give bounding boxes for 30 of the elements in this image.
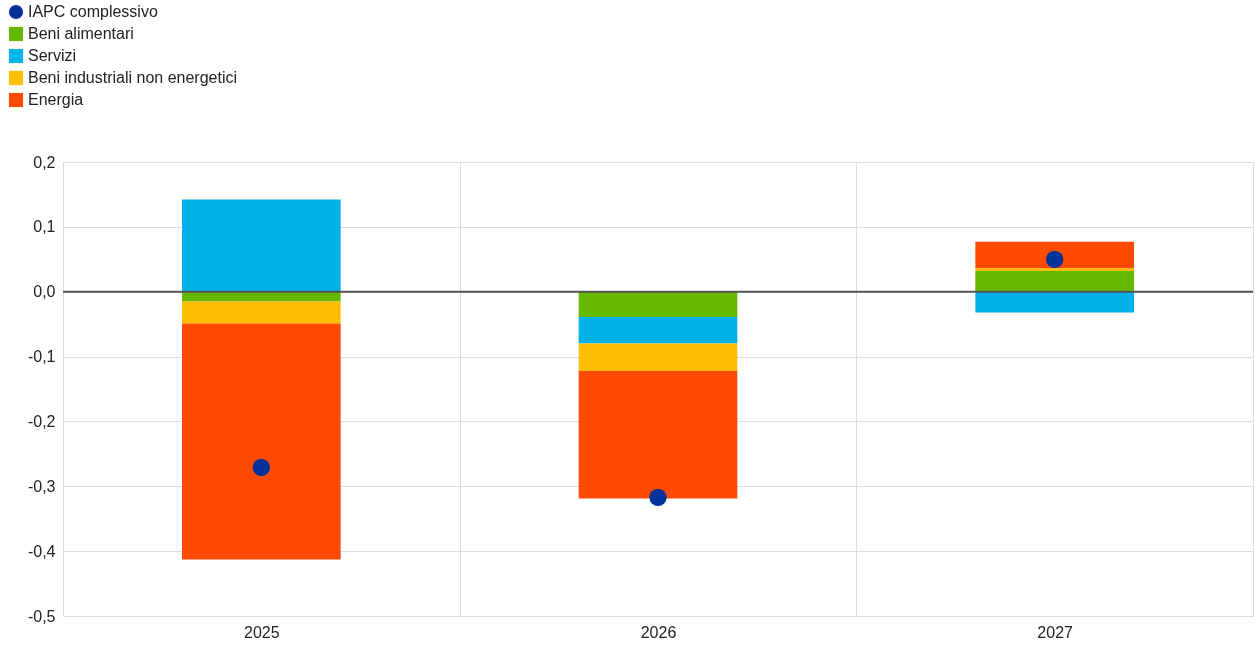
- x-tick-label: 2027: [1037, 623, 1074, 641]
- bar: [182, 323, 341, 560]
- bar: [578, 317, 738, 344]
- legend-label: Servizi: [28, 47, 77, 64]
- y-tick-label: -0,3: [27, 477, 56, 495]
- y-tick-label: -0,5: [27, 607, 56, 625]
- point: [252, 458, 270, 477]
- bar: [182, 199, 341, 292]
- bar: [975, 268, 1134, 271]
- point: [649, 488, 667, 506]
- y-tick-label: -0,4: [27, 542, 56, 560]
- y-tick-label: -0,1: [27, 348, 56, 366]
- y-tick-label: 0,0: [33, 283, 56, 301]
- bar: [975, 270, 1134, 292]
- y-tick-label: 0,1: [33, 218, 56, 236]
- bar: [975, 241, 1134, 269]
- bar: [578, 291, 738, 318]
- legend-label: Beni industriali non energetici: [28, 69, 238, 86]
- y-tick-label: -0,2: [27, 412, 56, 430]
- bar: [182, 301, 341, 324]
- y-tick-label: 0,2: [33, 153, 56, 171]
- x-tick-label: 2026: [640, 623, 677, 641]
- legend-label: IAPC complessivo: [28, 3, 158, 20]
- legend-label: Beni alimentari: [28, 25, 134, 42]
- legend-label: Energia: [28, 91, 84, 108]
- bar: [975, 291, 1134, 313]
- bar: [578, 343, 738, 371]
- x-tick-label: 2025: [244, 623, 280, 641]
- point: [1046, 250, 1064, 268]
- bar: [578, 370, 738, 499]
